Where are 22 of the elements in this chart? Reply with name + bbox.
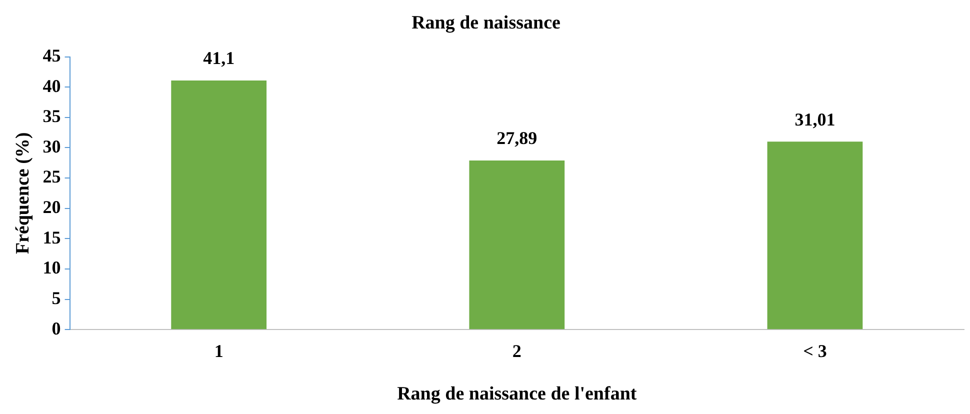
y-tick-label: 40 (42, 76, 61, 96)
y-tick-label: 15 (42, 227, 61, 248)
x-tick-label: 2 (512, 341, 522, 362)
chart-title: Rang de naissance (412, 12, 560, 34)
y-tick-label: 45 (42, 45, 61, 66)
x-tick-label: < 3 (803, 341, 827, 362)
x-tick-label: 1 (214, 341, 224, 362)
bar (469, 160, 565, 330)
y-axis-title: Fréquence (%) (12, 132, 34, 254)
y-tick-label: 5 (52, 288, 61, 308)
data-label: 31,01 (794, 109, 836, 130)
bar (767, 142, 863, 330)
x-axis-title: Rang de naissance de l'enfant (397, 384, 638, 405)
y-tick-label: 20 (42, 197, 61, 218)
y-tick-label: 35 (42, 106, 61, 126)
y-tick-label: 30 (42, 136, 61, 156)
bar (171, 80, 267, 330)
y-tick-label: 10 (42, 258, 61, 278)
y-tick-label: 25 (42, 166, 61, 187)
data-label: 27,89 (496, 128, 538, 148)
data-label: 41,1 (203, 48, 235, 68)
y-tick-label: 0 (52, 318, 61, 338)
